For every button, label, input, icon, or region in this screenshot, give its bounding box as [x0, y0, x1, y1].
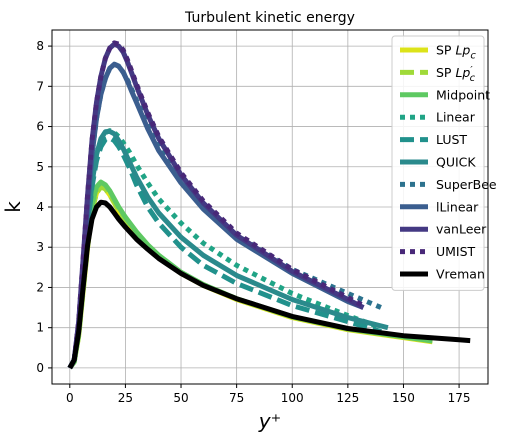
legend-label: QUICK: [436, 155, 476, 170]
y-tick-label: 6: [36, 120, 44, 134]
x-axis-label: y⁺: [258, 409, 281, 433]
x-tick-label: 125: [336, 391, 359, 405]
series-line-linear: [67, 128, 383, 370]
series-line-midpoint: [67, 179, 433, 370]
legend-label: SP Lpc: [436, 43, 476, 62]
x-tick-label: 50: [173, 391, 188, 405]
y-tick-label: 2: [36, 280, 44, 294]
y-axis-ticks: 0 1 2 3 4 5 6 7 8: [36, 39, 52, 375]
y-tick-label: 8: [36, 39, 44, 53]
legend-label: Linear: [436, 110, 476, 125]
x-tick-label: 0: [66, 391, 74, 405]
y-tick-label: 5: [36, 160, 44, 174]
series-line-lust: [67, 135, 382, 370]
chart-title: Turbulent kinetic energy: [184, 10, 355, 26]
legend-label: SuperBee: [436, 177, 497, 192]
y-tick-label: 3: [36, 240, 44, 254]
y-tick-label: 4: [36, 200, 44, 214]
legend-label: LUST: [436, 132, 467, 147]
x-tick-label: 75: [229, 391, 244, 405]
legend-label: Vreman: [436, 267, 485, 282]
legend-label: vanLeer: [436, 222, 487, 237]
y-tick-label: 7: [36, 79, 44, 93]
legend: SP Lpc SP Lp′ c Midpoint Linear LUST QUICK Supe…: [391, 35, 497, 291]
x-tick-label: 150: [392, 391, 415, 405]
plot-area: [67, 40, 471, 370]
x-tick-label: 25: [118, 391, 133, 405]
series-line-vreman: [67, 199, 471, 370]
x-axis-ticks: 0 25 50 75 100 125 150 175: [66, 384, 471, 405]
y-tick-label: 1: [36, 321, 44, 335]
legend-label: UMIST: [436, 244, 476, 259]
y-axis-label: k: [1, 201, 25, 213]
series-line-umist: [67, 40, 365, 370]
x-tick-label: 100: [281, 391, 304, 405]
y-tick-label: 0: [36, 361, 44, 375]
legend-label: SP Lp′ c: [436, 65, 476, 84]
legend-label: Midpoint: [436, 87, 490, 102]
x-tick-label: 175: [448, 391, 471, 405]
legend-label: lLinear: [436, 199, 479, 214]
